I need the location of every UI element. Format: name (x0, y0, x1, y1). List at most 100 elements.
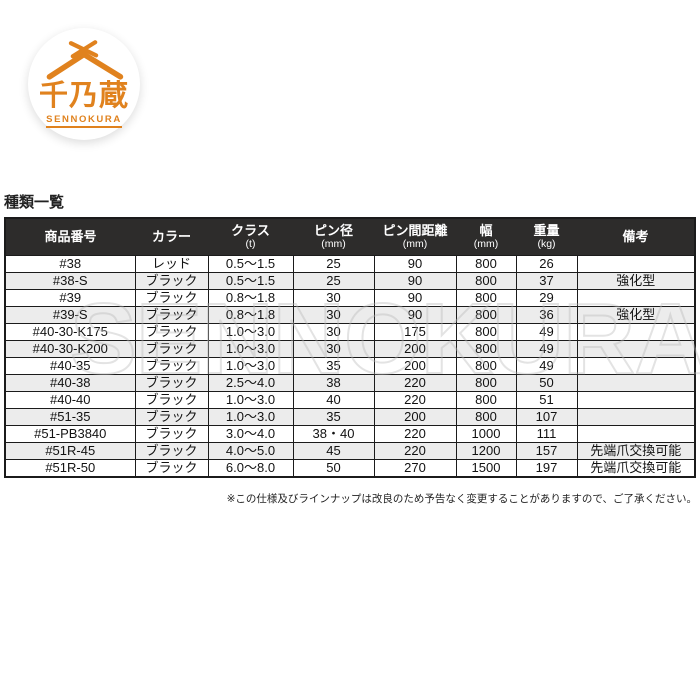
spec-table-body: #38 レッド 0.5〜1.5 25 90 800 26 #38-S ブラック 0.5〜1.5 25… (4, 255, 696, 478)
table-row: #40-38 ブラック 2.5〜4.0 38 220 800 50 (4, 374, 696, 392)
table-cell: 3.0〜4.0 (207, 425, 294, 443)
table-cell: 0.5〜1.5 (207, 272, 294, 290)
table-cell: 1.0〜3.0 (207, 340, 294, 358)
table-cell: 270 (373, 459, 457, 478)
table-cell: ブラック (134, 374, 209, 392)
header-row: 商品番号 カラー クラス (t) ピン径 (mm) ピン間距離 (mm) 幅 (mm) 重量 (kg)… (5, 218, 695, 256)
table-cell: 90 (373, 289, 457, 307)
table-cell: #40-35 (4, 357, 136, 375)
table-cell: ブラック (134, 459, 209, 478)
table-cell: 40 (292, 391, 375, 409)
table-cell: ブラック (134, 306, 209, 324)
table-cell: 157 (515, 442, 578, 460)
table-cell: 1200 (455, 442, 517, 460)
table-cell: 49 (515, 323, 578, 341)
table-cell: 200 (373, 340, 457, 358)
table-cell: 30 (292, 306, 375, 324)
column-header: 備考 (577, 218, 695, 256)
table-cell: 51 (515, 391, 578, 409)
table-cell: #51-PB3840 (4, 425, 136, 443)
table-cell: 37 (515, 272, 578, 290)
table-row: #51-PB3840 ブラック 3.0〜4.0 38・40 220 1000 111 (4, 425, 696, 443)
table-cell: 0.8〜1.8 (207, 289, 294, 307)
section-title: 種類一覧 (4, 194, 65, 211)
table-cell: 2.5〜4.0 (207, 374, 294, 392)
table-cell: 90 (373, 306, 457, 324)
table-cell: 50 (292, 459, 375, 478)
table-cell (576, 391, 696, 409)
spec-table-head: 商品番号 カラー クラス (t) ピン径 (mm) ピン間距離 (mm) 幅 (mm) 重量 (kg)… (5, 218, 695, 256)
table-cell: 800 (455, 289, 517, 307)
table-cell: 1.0〜3.0 (207, 408, 294, 426)
table-cell: 800 (455, 374, 517, 392)
table-cell: 1500 (455, 459, 517, 478)
table-cell: 800 (455, 272, 517, 290)
table-cell: ブラック (134, 425, 209, 443)
table-cell: 26 (515, 255, 578, 273)
table-cell (576, 255, 696, 273)
table-cell: ブラック (134, 391, 209, 409)
column-header: 商品番号 (5, 218, 135, 256)
table-cell: #51R-50 (4, 459, 136, 478)
table-cell: #38 (4, 255, 136, 273)
table-cell: #38-S (4, 272, 136, 290)
table-cell: #39 (4, 289, 136, 307)
brand-name-jp: 千乃蔵 (38, 79, 129, 112)
table-row: #39-S ブラック 0.8〜1.8 30 90 800 36 強化型 (4, 306, 696, 324)
column-header: クラス (t) (208, 218, 293, 256)
table-cell: 197 (515, 459, 578, 478)
table-cell (576, 357, 696, 375)
table-cell: 35 (292, 357, 375, 375)
table-cell: 30 (292, 289, 375, 307)
table-cell: 220 (373, 391, 457, 409)
brand-name-en: SENNOKURA (46, 114, 122, 129)
table-cell: 107 (515, 408, 578, 426)
table-cell: 200 (373, 408, 457, 426)
table-row: #40-30-K175 ブラック 1.0〜3.0 30 175 800 49 (4, 323, 696, 341)
column-header: 幅 (mm) (456, 218, 516, 256)
table-cell: 800 (455, 255, 517, 273)
table-cell: ブラック (134, 289, 209, 307)
table-cell: 800 (455, 357, 517, 375)
table-cell: 30 (292, 323, 375, 341)
table-cell: ブラック (134, 442, 209, 460)
brand-logo: 千乃蔵 SENNOKURA (28, 28, 140, 140)
table-cell: 6.0〜8.0 (207, 459, 294, 478)
table-row: #40-30-K200 ブラック 1.0〜3.0 30 200 800 49 (4, 340, 696, 358)
table-cell: 36 (515, 306, 578, 324)
table-cell: 800 (455, 323, 517, 341)
table-row: #39 ブラック 0.8〜1.8 30 90 800 29 (4, 289, 696, 307)
table-cell: 90 (373, 272, 457, 290)
column-header: ピン間距離 (mm) (374, 218, 456, 256)
table-cell: ブラック (134, 408, 209, 426)
table-cell: 49 (515, 340, 578, 358)
table-cell: 220 (373, 442, 457, 460)
table-cell: 200 (373, 357, 457, 375)
table-row: #51-35 ブラック 1.0〜3.0 35 200 800 107 (4, 408, 696, 426)
column-header: カラー (135, 218, 208, 256)
column-header: ピン径 (mm) (293, 218, 374, 256)
footnote: ※この仕様及びラインナップは改良のため予告なく変更することがありますので、ご了承… (226, 493, 697, 505)
table-cell: 30 (292, 340, 375, 358)
table-cell: 強化型 (576, 306, 696, 324)
roof-icon (46, 39, 124, 80)
table-cell: レッド (134, 255, 209, 273)
table-cell: 1.0〜3.0 (207, 323, 294, 341)
table-cell: ブラック (134, 357, 209, 375)
table-cell (576, 289, 696, 307)
table-cell: 4.0〜5.0 (207, 442, 294, 460)
table-cell: #40-40 (4, 391, 136, 409)
table-cell: 90 (373, 255, 457, 273)
table-cell: 111 (515, 425, 578, 443)
table-cell: 49 (515, 357, 578, 375)
table-cell (576, 374, 696, 392)
table-cell (576, 323, 696, 341)
table-cell: ブラック (134, 323, 209, 341)
table-row: #51R-50 ブラック 6.0〜8.0 50 270 1500 197 先端爪交換可能 (4, 459, 696, 478)
table-cell: 800 (455, 408, 517, 426)
table-cell: 先端爪交換可能 (576, 442, 696, 460)
table-cell: 1.0〜3.0 (207, 357, 294, 375)
table-row: #40-35 ブラック 1.0〜3.0 35 200 800 49 (4, 357, 696, 375)
table-cell: #40-38 (4, 374, 136, 392)
table-cell: ブラック (134, 340, 209, 358)
